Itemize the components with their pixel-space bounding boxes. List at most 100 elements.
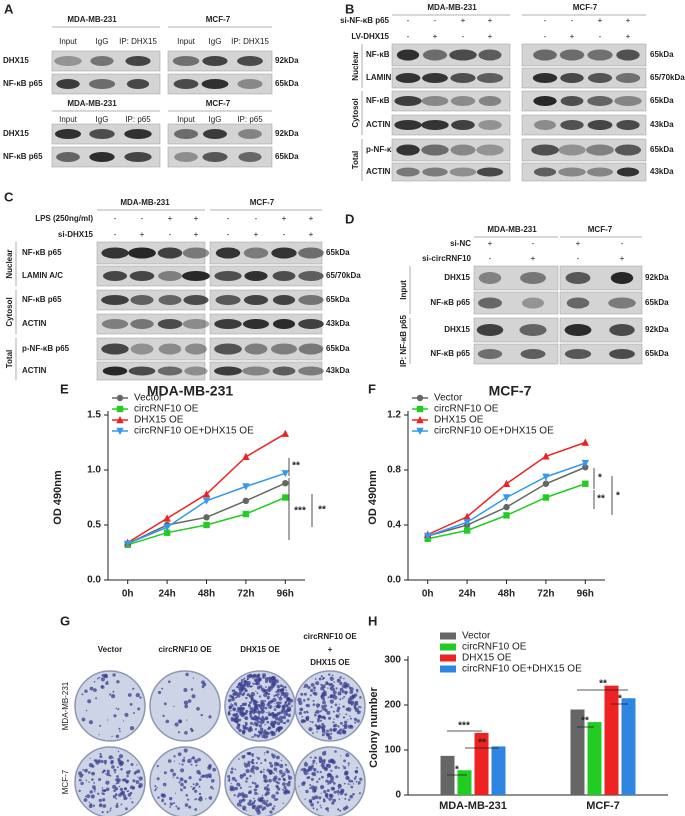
colony-dot [245, 780, 248, 783]
colony-dot [322, 765, 326, 770]
colony-dot [126, 790, 129, 792]
colony-dot [300, 692, 304, 696]
size-label: 65kDa [275, 152, 299, 161]
panel-label: D [345, 211, 354, 226]
colony-dot [306, 776, 310, 780]
lane-label: IP: p65 [125, 115, 151, 124]
colony-dot [156, 777, 160, 781]
colony-dot [228, 710, 231, 713]
blot-band [476, 324, 504, 336]
colony-dot [196, 764, 198, 766]
colony-dot [330, 732, 333, 735]
colony-dot [284, 701, 288, 704]
colony-dot [308, 799, 313, 803]
colony-dot [254, 704, 259, 709]
size-label: 43kDa [326, 366, 350, 375]
colony-dot [110, 759, 114, 764]
colony-dot [253, 772, 255, 774]
blot-band [244, 343, 268, 355]
blot-band [560, 96, 584, 106]
colony-dot [268, 711, 270, 713]
colony-dot [317, 707, 319, 709]
colony-dot [248, 790, 252, 794]
colony-dot [313, 786, 318, 791]
legend-label: circRNF10 OE [462, 642, 527, 653]
significance-label: ** [597, 494, 605, 505]
colony-dot [174, 792, 176, 794]
colony-dot [209, 775, 212, 779]
blot-band [478, 120, 502, 130]
colony-dot [100, 759, 104, 763]
colony-dot [185, 672, 189, 677]
colony-dot [172, 776, 174, 778]
lane-label: IgG [209, 37, 222, 46]
legend-label: circRNF10 OE+DHX15 OE [462, 664, 582, 675]
colony-dot [261, 709, 264, 712]
colony-dot [260, 771, 263, 773]
row-label: DHX15 [444, 325, 470, 334]
colony-dot [327, 780, 332, 785]
blot-band [478, 272, 502, 284]
colony-dot [323, 689, 325, 692]
row-label: MCF-7 [61, 769, 70, 794]
colony-dot [303, 686, 306, 688]
colony-dot [261, 702, 263, 704]
colony-dot [86, 794, 91, 799]
colony-dot [228, 777, 231, 780]
colony-dot [268, 690, 271, 693]
colony-dot [276, 755, 280, 760]
dish [74, 670, 146, 742]
blot-band [158, 295, 182, 305]
colony-dot [184, 803, 189, 807]
colony-dot [356, 690, 359, 693]
colony-dot [282, 788, 285, 791]
colony-dot [266, 787, 270, 792]
colony-dot [254, 700, 258, 703]
x-tick-label: 96h [277, 589, 294, 600]
blot-band [173, 79, 199, 89]
colony-dot [237, 792, 242, 797]
y-tick-label: 0.4 [387, 520, 401, 531]
colony-dot [342, 728, 345, 730]
bar [604, 685, 619, 795]
cell-line-label: MCF-7 [206, 99, 231, 108]
colony-dot [91, 771, 95, 776]
colony-dot [97, 792, 100, 795]
colony-dot [256, 692, 259, 695]
colony-dot [323, 790, 327, 794]
colony-dot [339, 682, 343, 686]
x-tick-label: 0h [122, 589, 134, 600]
colony-dot [103, 789, 107, 792]
blot-band [478, 297, 502, 309]
colony-dot [342, 724, 345, 727]
colony-dot [344, 720, 348, 724]
colony-dot [284, 763, 287, 767]
colony-dot [259, 804, 263, 809]
colony-dot [242, 678, 245, 681]
colony-dot [183, 748, 188, 753]
colony-dot [248, 765, 250, 768]
blot-band [532, 73, 558, 83]
colony-dot [266, 784, 270, 787]
colony-dot [106, 769, 110, 773]
colony-dot [101, 811, 104, 814]
blot-band [533, 120, 557, 130]
size-label: 43kDa [650, 120, 674, 129]
marker [582, 464, 589, 471]
colony-dot [249, 785, 252, 788]
colony-dot [309, 787, 311, 790]
row-label: ACTIN [366, 120, 391, 129]
colony-dot [255, 723, 258, 726]
legend-marker [416, 405, 424, 413]
lane-label: IgG [96, 37, 109, 46]
colony-dot [275, 730, 277, 733]
significance-label: * [598, 473, 602, 484]
colony-dot [176, 776, 179, 779]
colony-dot [211, 779, 215, 783]
cell-line-label: MCF-7 [573, 3, 598, 12]
colony-dot [303, 771, 308, 776]
colony-dot [249, 685, 252, 688]
colony-dot [274, 706, 276, 708]
condition-sign: + [254, 230, 259, 239]
group-label: Total [5, 350, 14, 369]
